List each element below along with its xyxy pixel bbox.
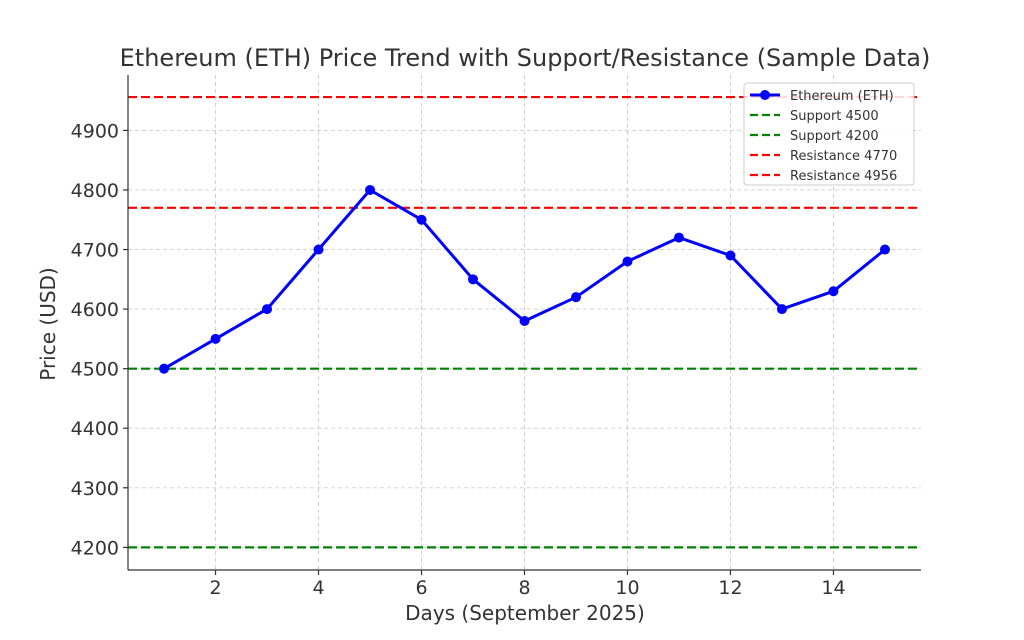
data-point — [879, 244, 890, 255]
y-axis-label: Price (USD) — [36, 267, 60, 381]
y-tick-label: 4700 — [71, 240, 119, 262]
x-tick-label: 8 — [518, 577, 530, 599]
series-layer — [159, 184, 890, 374]
legend-marker — [760, 90, 770, 100]
y-tick-label: 4200 — [71, 537, 119, 559]
legend-item-resistance-4956: Resistance 4956 — [750, 169, 897, 184]
x-tick-label: 4 — [312, 577, 324, 599]
x-axis-label: Days (September 2025) — [405, 601, 645, 625]
data-point — [622, 256, 633, 267]
chart-title: Ethereum (ETH) Price Trend with Support/… — [120, 44, 931, 72]
legend-box — [743, 82, 915, 186]
data-point — [468, 274, 479, 285]
x-tick-label: 14 — [821, 577, 845, 599]
data-point — [828, 286, 839, 297]
legend-label: Resistance 4956 — [790, 169, 897, 184]
data-point — [159, 363, 170, 374]
reference-lines-layer — [128, 95, 921, 549]
data-point — [570, 292, 581, 303]
y-tick-label: 4600 — [71, 299, 119, 321]
data-point — [416, 214, 427, 225]
data-point — [673, 232, 684, 243]
x-tick-label: 6 — [415, 577, 427, 599]
y-tick-label: 4400 — [71, 418, 119, 440]
legend: Ethereum (ETH) Support 4500 Support 4200 Re… — [743, 82, 915, 186]
legend-item-eth: Ethereum (ETH) — [750, 89, 894, 104]
legend-label: Support 4500 — [790, 109, 879, 124]
data-point — [313, 244, 324, 255]
legend-label: Support 4200 — [790, 129, 879, 144]
legend-item-support-4500: Support 4500 — [750, 109, 879, 124]
data-point — [776, 304, 787, 315]
y-tick-label: 4800 — [71, 180, 119, 202]
legend-label: Ethereum (ETH) — [790, 89, 894, 104]
x-tick-label: 2 — [209, 577, 221, 599]
data-point — [262, 304, 273, 315]
legend-label: Resistance 4770 — [790, 149, 897, 164]
x-tick-label: 12 — [718, 577, 742, 599]
y-tick-label: 4300 — [71, 478, 119, 500]
data-point — [519, 316, 530, 327]
ticks-layer: 2 4 6 8 10 12 14 4200 4300 4400 4500 4600 4700 4800 49… — [71, 120, 846, 599]
y-tick-label: 4900 — [71, 120, 119, 142]
y-tick-label: 4500 — [71, 359, 119, 381]
data-point — [725, 250, 736, 261]
legend-item-support-4200: Support 4200 — [750, 129, 879, 144]
legend-item-resistance-4770: Resistance 4770 — [750, 149, 897, 164]
data-point — [365, 184, 376, 195]
x-tick-label: 10 — [615, 577, 639, 599]
data-point — [210, 333, 221, 344]
